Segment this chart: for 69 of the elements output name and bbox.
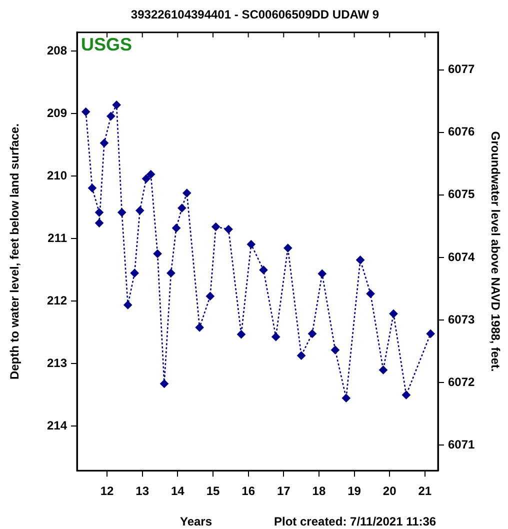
- point: [237, 330, 246, 338]
- point: [402, 390, 410, 400]
- point: [297, 351, 306, 360]
- x-tick-label: 20: [382, 484, 397, 498]
- y-tick-label: 211: [48, 231, 68, 245]
- point: [142, 174, 150, 183]
- point: [272, 332, 280, 341]
- point: [195, 323, 204, 332]
- y2-tick-label: 6075: [448, 187, 476, 202]
- point: [206, 292, 214, 300]
- y-tick-label: 210: [46, 168, 68, 182]
- point: [246, 240, 256, 248]
- point: [106, 112, 116, 120]
- x-tick-label: 12: [100, 484, 114, 498]
- y2-tick-label: 6072: [448, 374, 476, 389]
- x-tick-label: 16: [242, 484, 256, 498]
- point: [366, 290, 375, 298]
- y-axis-title: Depth to water level, feet below land surface.: [8, 123, 22, 380]
- y2-tick-label: 6077: [448, 62, 476, 76]
- annotation: USGS: [81, 34, 132, 54]
- x-tick-label: 21: [418, 484, 432, 498]
- point: [342, 394, 350, 402]
- point: [136, 206, 144, 215]
- point: [124, 300, 132, 310]
- point: [212, 222, 220, 231]
- point: [259, 266, 268, 274]
- point: [88, 184, 96, 192]
- text: Plot created: 7/11/2021 11:36: [274, 514, 436, 528]
- point: [166, 268, 176, 278]
- point: [95, 218, 104, 228]
- point: [100, 138, 108, 148]
- y-tick-label: 209: [46, 106, 68, 120]
- x-tick-label: 18: [312, 484, 326, 498]
- point: [389, 310, 398, 318]
- y2-tick-label: 6071: [448, 437, 476, 452]
- y2-axis-title: Groundwater level above NAVD 1988, feet.: [488, 131, 502, 372]
- y-tick-label: 214: [46, 418, 68, 433]
- x-tick-label: 17: [276, 484, 291, 498]
- point: [178, 204, 186, 212]
- point: [118, 208, 126, 217]
- point: [331, 346, 340, 354]
- y2-tick-label: 6076: [448, 124, 476, 139]
- point: [379, 366, 388, 374]
- point: [224, 225, 233, 234]
- point: [160, 380, 168, 388]
- point: [318, 270, 326, 278]
- point: [153, 250, 162, 258]
- y-tick-label: 212: [46, 294, 68, 308]
- point: [82, 108, 90, 116]
- y2-tick-label: 6073: [448, 312, 476, 326]
- x-tick-label: 15: [206, 484, 220, 498]
- point: [308, 330, 316, 338]
- point: [146, 170, 155, 178]
- y-tick-label: 208: [46, 43, 68, 58]
- point: [182, 188, 192, 198]
- point: [172, 224, 180, 232]
- point: [112, 100, 121, 110]
- x-axis-title: Years: [180, 514, 212, 528]
- chart-title: 393226104394401 - SC00606509DD UDAW 9: [130, 8, 380, 22]
- y-tick-label: 213: [46, 356, 68, 370]
- point: [95, 208, 104, 217]
- y2-tick-label: 6074: [448, 250, 476, 264]
- point: [356, 256, 364, 264]
- point: [130, 268, 139, 278]
- point: [426, 330, 435, 338]
- point: [284, 244, 292, 252]
- x-tick-label: 13: [136, 484, 150, 498]
- x-tick-label: 14: [170, 484, 185, 498]
- x-tick-label: 19: [348, 484, 362, 498]
